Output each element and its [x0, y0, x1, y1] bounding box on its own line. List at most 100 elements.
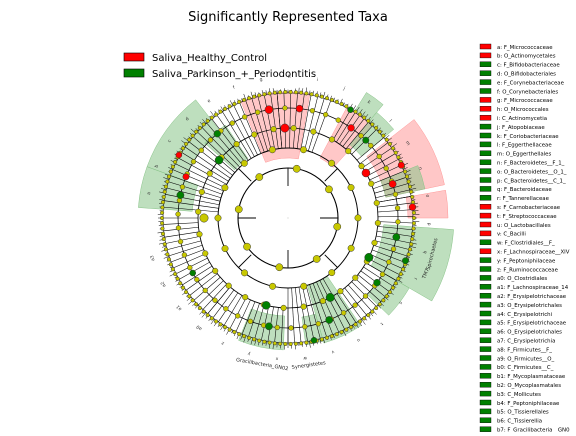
leaf-node — [408, 248, 412, 252]
legend-swatch-parkinson — [124, 69, 144, 77]
leaf-node — [412, 211, 416, 215]
taxa-legend-label: t: F_Streptococcaceae — [497, 214, 557, 220]
genus-node — [377, 154, 382, 159]
order-node — [222, 245, 228, 251]
leaf-node — [273, 91, 277, 95]
taxa-legend-swatch — [480, 195, 491, 200]
leaf-node — [237, 332, 241, 336]
taxa-legend-swatch — [480, 382, 491, 387]
taxa-legend-swatch — [480, 53, 491, 58]
taxa-legend-label: q: F_Bacteroidaceae — [497, 187, 552, 193]
taxa-legend-label: j: F_Atopobiaceae — [496, 125, 545, 131]
leaf-node — [374, 126, 378, 130]
order-node — [269, 147, 275, 153]
clade-tag: a3 — [149, 254, 156, 261]
leaf-node — [160, 216, 164, 220]
taxa-legend-label: a1: F_Lachnospiraceae_14 — [497, 285, 569, 291]
clade-tag: z — [220, 340, 225, 346]
leaf-node — [173, 160, 177, 164]
biomarker-node-parkinson — [365, 253, 373, 261]
taxa-legend-label: d: O_Bifidobacteriales — [497, 72, 556, 78]
leaf-node — [335, 100, 339, 104]
leaf-node — [358, 320, 362, 324]
taxa-legend-label: w: F_Clostridiales__F_ — [497, 241, 555, 247]
genus-node — [396, 219, 401, 224]
leaf-node — [187, 138, 191, 142]
leaf-node — [161, 200, 165, 204]
taxa-legend-swatch — [480, 356, 491, 361]
taxa-legend-swatch — [480, 124, 491, 129]
genus-node — [203, 288, 208, 293]
leaf-node — [176, 277, 180, 281]
taxa-legend-label: a9: O_Firmicutes__O_ — [497, 356, 555, 362]
family-node — [375, 220, 381, 226]
genus-node — [176, 212, 181, 217]
genus-node — [180, 185, 185, 190]
taxa-legend-label: a5: F_Erysipelotrichaceae — [497, 321, 567, 327]
leaf-node — [399, 272, 403, 276]
leaf-node — [388, 290, 392, 294]
taxa-legend-swatch — [480, 115, 491, 120]
leaf-node — [257, 339, 261, 343]
branch-edge — [164, 232, 199, 237]
clade-tag: x — [275, 355, 278, 360]
leaf-node — [330, 98, 334, 102]
leaf-node — [223, 107, 227, 111]
leaf-node — [252, 95, 256, 99]
leaf-node — [163, 190, 167, 194]
leaf-node — [299, 342, 303, 346]
taxa-legend-swatch — [480, 364, 491, 369]
genus-node — [393, 192, 398, 197]
taxa-legend-swatch — [480, 62, 491, 67]
leaf-node — [178, 281, 182, 285]
leaf-node — [411, 200, 415, 204]
family-node — [301, 304, 307, 310]
genus-node — [230, 121, 235, 126]
biomarker-node-healthy — [183, 174, 189, 180]
leaf-node — [320, 338, 324, 342]
leaf-node — [371, 310, 375, 314]
biomarker-node-parkinson — [214, 130, 221, 137]
taxa-legend-label: l: F_Eggerthellaceae — [497, 143, 552, 149]
leaf-node — [410, 195, 414, 199]
order-node — [222, 184, 228, 190]
leaf-node — [391, 146, 395, 150]
genus-node — [223, 306, 228, 311]
taxa-legend-label: a3: O_Erysipelotrichales — [497, 303, 562, 309]
family-node — [338, 288, 344, 294]
genus-node — [182, 252, 187, 257]
leaf-node — [247, 336, 251, 340]
leaf-node — [299, 91, 303, 95]
leaf-node — [166, 253, 170, 257]
order-node — [215, 215, 221, 221]
figure-title: Significantly Represented Taxa — [188, 10, 388, 25]
biomarker-node-healthy — [362, 169, 370, 177]
biomarker-node-healthy — [281, 124, 289, 132]
leaf-node — [358, 113, 362, 117]
leaf-node — [320, 95, 324, 99]
branch-edge — [292, 288, 295, 343]
leaf-node — [247, 96, 251, 100]
leaf-node — [202, 123, 206, 127]
genus-node — [194, 277, 199, 282]
leaf-node — [184, 290, 188, 294]
taxa-legend-label: k: F_Coriobacteriaceae — [497, 134, 559, 140]
taxa-legend-swatch — [480, 391, 491, 396]
taxa-legend-swatch — [480, 160, 491, 165]
genus-node — [316, 321, 321, 326]
taxa-legend-swatch — [480, 302, 491, 307]
leaf-node — [278, 342, 282, 346]
leaf-node — [214, 320, 218, 324]
taxa-legend-swatch — [480, 204, 491, 209]
leaf-node — [378, 302, 382, 306]
family-node — [368, 181, 374, 187]
genus-node — [235, 313, 240, 318]
taxa-legend-swatch — [480, 275, 491, 280]
taxa-legend-swatch — [480, 418, 491, 423]
leaf-node — [340, 330, 344, 334]
taxa-legend-swatch — [480, 178, 491, 183]
taxa-legend-label: b3: C_Mollicutes — [497, 392, 541, 398]
taxa-legend-label: i: C_Actinomycetia — [497, 116, 547, 122]
biomarker-node-parkinson — [265, 323, 272, 330]
leaf-edge — [160, 236, 165, 237]
